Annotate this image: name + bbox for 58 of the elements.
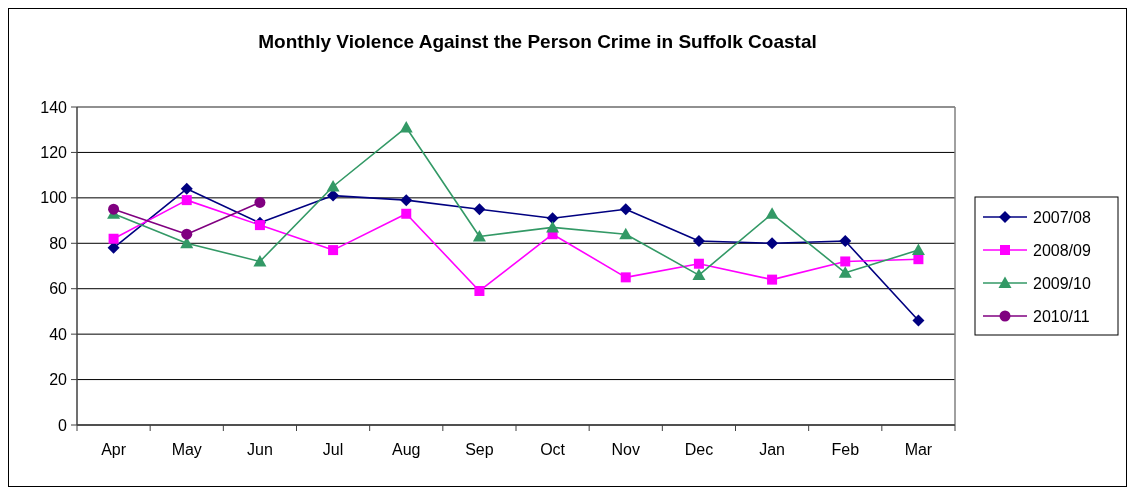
point (399, 120, 413, 133)
point (253, 254, 267, 267)
y-tick-label: 100 (40, 189, 68, 207)
x-tick-label: Aug (392, 441, 421, 458)
point (328, 245, 339, 256)
legend-label: 2008/09 (1033, 241, 1091, 259)
point (692, 235, 705, 248)
y-tick-label: 80 (49, 234, 68, 252)
y-tick-label: 0 (58, 416, 68, 434)
point (766, 237, 779, 250)
point (472, 229, 486, 242)
point (474, 285, 485, 296)
x-tick-label: Oct (540, 441, 566, 458)
point (401, 208, 412, 219)
point (619, 227, 633, 240)
point (765, 207, 779, 219)
x-tick-label: Jun (247, 441, 273, 458)
y-tick-label: 20 (49, 371, 68, 389)
point (108, 203, 120, 215)
point (619, 203, 632, 216)
point (326, 180, 340, 192)
y-tick-label: 140 (40, 98, 68, 116)
point (620, 272, 631, 283)
point (108, 233, 119, 244)
point (839, 235, 852, 248)
x-tick-label: Mar (904, 441, 933, 458)
point (254, 220, 265, 231)
point (767, 274, 778, 285)
x-tick-label: Jul (322, 441, 344, 458)
legend-label: 2010/11 (1033, 307, 1090, 325)
x-tick-label: Nov (611, 441, 640, 458)
legend-label: 2007/08 (1033, 208, 1091, 226)
point (473, 203, 486, 216)
point (181, 228, 193, 240)
point (181, 195, 192, 206)
x-tick-label: Sep (465, 441, 494, 458)
x-tick-label: May (171, 441, 202, 458)
point (913, 254, 924, 265)
point (693, 258, 704, 269)
x-tick-label: Jan (759, 441, 785, 458)
point (838, 266, 852, 278)
point (180, 182, 193, 195)
point (546, 212, 559, 225)
point (911, 243, 925, 256)
point (254, 196, 266, 208)
point (912, 314, 925, 327)
y-tick-label: 120 (40, 144, 68, 162)
point (546, 220, 560, 233)
y-tick-label: 40 (49, 325, 68, 343)
point (840, 256, 851, 267)
point (692, 268, 706, 281)
chart-title: Monthly Violence Against the Person Crime in Suffolk Coastal (258, 31, 817, 52)
point (400, 194, 413, 207)
y-tick-label: 60 (49, 280, 68, 298)
x-tick-label: Dec (684, 441, 714, 458)
x-tick-label: Apr (101, 441, 127, 458)
legend-label: 2009/10 (1033, 274, 1091, 292)
x-tick-label: Feb (831, 441, 860, 458)
